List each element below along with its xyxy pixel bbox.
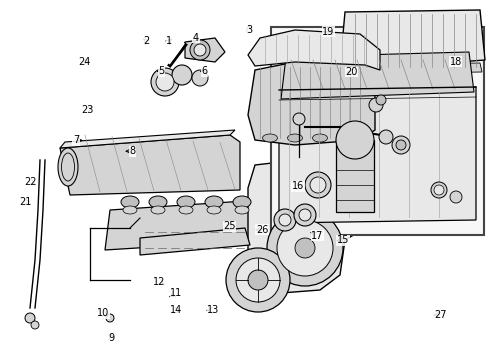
Polygon shape [281,52,474,99]
Ellipse shape [235,206,249,214]
Circle shape [434,185,444,195]
Polygon shape [248,62,375,145]
Circle shape [396,140,406,150]
Circle shape [431,182,447,198]
Circle shape [194,44,206,56]
Text: 27: 27 [434,310,446,320]
Text: 23: 23 [81,105,94,115]
Ellipse shape [313,134,327,142]
Circle shape [236,258,280,302]
Circle shape [248,270,268,290]
Text: 21: 21 [19,197,32,207]
Ellipse shape [233,196,251,208]
Circle shape [277,220,333,276]
Circle shape [392,136,410,154]
Polygon shape [345,63,482,74]
Ellipse shape [149,196,167,208]
Text: 19: 19 [322,27,335,37]
Text: 17: 17 [311,231,324,241]
Polygon shape [140,228,250,255]
Ellipse shape [207,206,221,214]
Text: 5: 5 [159,66,165,76]
Polygon shape [60,135,240,195]
Text: 6: 6 [202,66,208,76]
Ellipse shape [263,134,277,142]
Circle shape [369,98,383,112]
Polygon shape [279,87,476,223]
Ellipse shape [338,134,352,142]
Ellipse shape [121,196,139,208]
Circle shape [379,130,393,144]
Ellipse shape [151,206,165,214]
Polygon shape [248,158,362,295]
Circle shape [279,214,291,226]
Text: 3: 3 [246,24,252,35]
Circle shape [305,172,331,198]
Circle shape [267,210,343,286]
Text: 8: 8 [129,146,135,156]
Circle shape [294,204,316,226]
Text: 7: 7 [73,135,79,145]
Text: 1: 1 [166,36,172,46]
Text: 13: 13 [207,305,220,315]
Circle shape [172,65,192,85]
Text: 20: 20 [345,67,358,77]
Ellipse shape [123,206,137,214]
Circle shape [376,95,386,105]
Polygon shape [105,200,265,250]
Bar [271,27,484,235]
Text: 12: 12 [153,276,166,287]
Polygon shape [60,130,235,148]
Ellipse shape [179,206,193,214]
Text: 26: 26 [256,225,269,235]
Ellipse shape [205,196,223,208]
Polygon shape [370,58,405,82]
Polygon shape [185,38,225,62]
Circle shape [336,121,374,159]
Text: 22: 22 [24,177,37,187]
Circle shape [293,113,305,125]
Text: 16: 16 [292,181,304,192]
Circle shape [450,191,462,203]
Circle shape [151,68,179,96]
Circle shape [192,70,208,86]
Text: 10: 10 [97,308,109,318]
Text: 2: 2 [143,36,149,46]
Circle shape [226,248,290,312]
Circle shape [295,238,315,258]
Ellipse shape [177,196,195,208]
Text: 11: 11 [171,288,183,298]
Circle shape [31,321,39,329]
Ellipse shape [288,134,302,142]
Polygon shape [342,10,485,70]
Circle shape [25,313,35,323]
Circle shape [156,73,174,91]
Text: 9: 9 [109,333,115,343]
Polygon shape [248,30,380,70]
Text: 4: 4 [193,33,199,43]
Circle shape [299,209,311,221]
Circle shape [106,314,114,322]
Ellipse shape [58,148,78,186]
Text: 15: 15 [337,235,349,246]
Circle shape [310,177,326,193]
Circle shape [190,40,210,60]
Text: 14: 14 [171,305,183,315]
Text: 18: 18 [450,57,462,67]
Bar [336,140,374,212]
Text: 25: 25 [223,221,236,231]
Circle shape [274,209,296,231]
Text: 24: 24 [78,57,91,67]
